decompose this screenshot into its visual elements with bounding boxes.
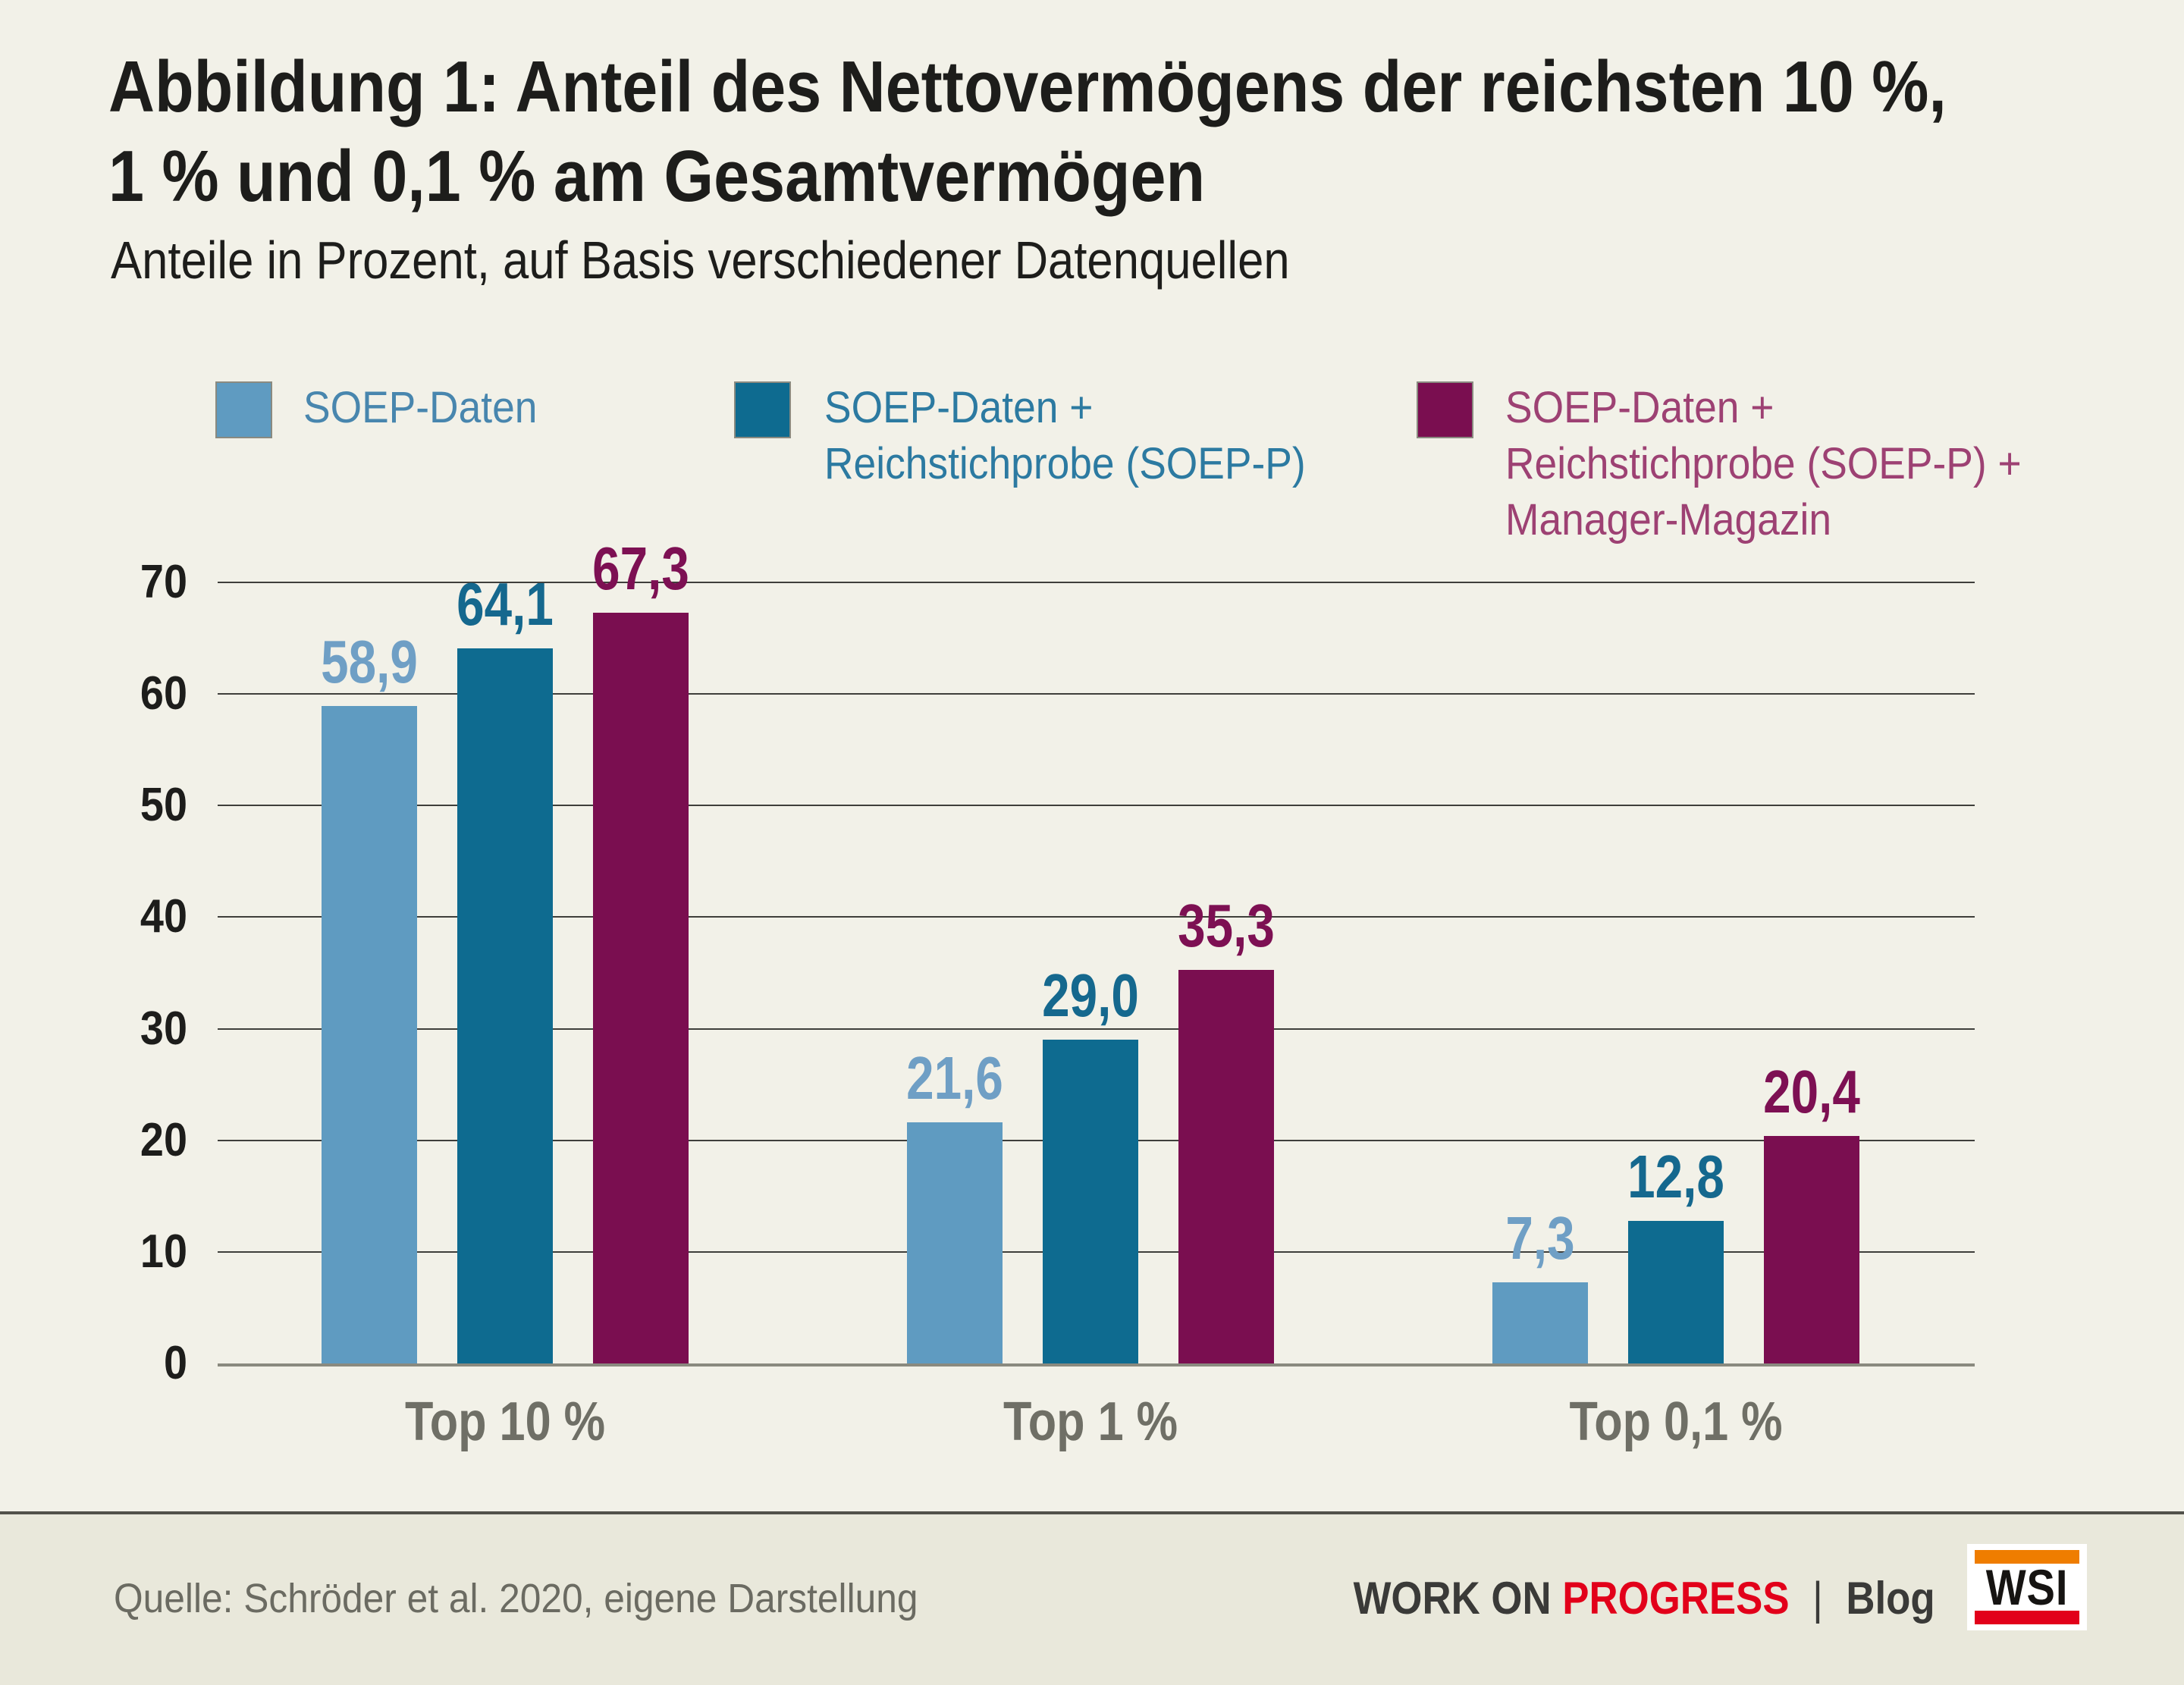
wsi-logo-text: WSI [1985, 1559, 2069, 1615]
bar-value-top-10-series-3: 67,3 [592, 534, 689, 602]
legend-label-line: Reichstichprobe (SOEP-P) [824, 439, 1306, 488]
bar-top-10-series-3 [593, 612, 689, 1363]
legend-swatch-soep-daten-2 [1417, 381, 1473, 438]
legend-label-2: SOEP-Daten + Reichstichprobe (SOEP-P) + Ma… [1505, 380, 2022, 548]
gridline-70 [218, 582, 1975, 583]
legend-swatch-soep-daten-1 [734, 381, 791, 438]
gridline-50 [218, 805, 1975, 807]
legend-label-line: SOEP-Daten [303, 383, 538, 432]
source-note: Quelle: Schröder et al. 2020, eigene Dar… [114, 1576, 918, 1621]
y-tick-label-30: 30 [140, 1002, 187, 1055]
footer-band [0, 1514, 2184, 1685]
footer-divider [0, 1511, 2184, 1514]
bar-value-top-0-1-series-3: 20,4 [1763, 1057, 1860, 1125]
y-tick-label-10: 10 [140, 1225, 187, 1278]
bar-top-1-series-1 [907, 1122, 1003, 1363]
gridline-30 [218, 1028, 1975, 1030]
page-title: Abbildung 1: Anteil des Nettovermögens d… [108, 42, 1947, 221]
legend-label-line: SOEP-Daten + [1505, 383, 1774, 432]
bar-value-top-10-series-1: 58,9 [321, 628, 418, 696]
gridline-60 [218, 693, 1975, 695]
category-label-top-10: Top 10 % [404, 1392, 606, 1452]
y-tick-label-20: 20 [140, 1113, 187, 1166]
legend-label-line: SOEP-Daten + [824, 383, 1094, 432]
wsi-logo-red-bar [1975, 1611, 2079, 1624]
y-tick-label-50: 50 [140, 779, 187, 832]
page-title-line1: Abbildung 1: Anteil des Nettovermögens d… [108, 46, 1947, 127]
legend-swatch-soep-daten-0 [215, 381, 272, 438]
y-tick-label-40: 40 [140, 890, 187, 943]
bar-top-1-series-2 [1043, 1040, 1138, 1363]
brand-line: WORK ON PROGRESS | Blog [1354, 1568, 1935, 1629]
bar-value-top-0-1-series-2: 12,8 [1627, 1142, 1724, 1210]
y-tick-label-0: 0 [163, 1337, 187, 1389]
bar-top-0-1-series-1 [1492, 1282, 1588, 1363]
legend-label-line: Reichstichprobe (SOEP-P) + [1505, 439, 2022, 488]
legend-label-0: SOEP-Daten [303, 380, 537, 436]
wsi-logo-orange-bar [1975, 1550, 2079, 1564]
y-tick-label-60: 60 [140, 667, 187, 720]
page-subtitle: Anteile in Prozent, auf Basis verschiede… [111, 231, 1290, 290]
page-title-line2: 1 % und 0,1 % am Gesamtvermögen [108, 136, 1206, 217]
legend-label-1: SOEP-Daten + Reichstichprobe (SOEP-P) [824, 380, 1306, 492]
bar-top-10-series-1 [322, 706, 417, 1363]
bar-value-top-1-series-3: 35,3 [1178, 891, 1275, 959]
bar-top-10-series-2 [457, 648, 553, 1363]
bar-top-0-1-series-2 [1628, 1220, 1724, 1363]
bar-top-0-1-series-3 [1764, 1135, 1859, 1363]
gridline-40 [218, 916, 1975, 918]
brand-work-on: WORK ON [1353, 1573, 1552, 1624]
category-label-top-0-1: Top 0,1 % [1569, 1392, 1783, 1452]
bar-value-top-0-1-series-1: 7,3 [1505, 1203, 1575, 1272]
bar-value-top-10-series-2: 64,1 [457, 570, 554, 638]
brand-progress: PROGRESS [1562, 1573, 1790, 1624]
brand-blog: Blog [1846, 1573, 1935, 1624]
x-axis-baseline [218, 1363, 1975, 1367]
brand-separator: | [1812, 1573, 1824, 1624]
legend-label-line: Manager-Magazin [1505, 495, 1832, 544]
wsi-logo: WSI [1967, 1544, 2087, 1630]
category-label-top-1: Top 1 % [1003, 1392, 1178, 1452]
y-tick-label-70: 70 [140, 556, 187, 608]
bar-value-top-1-series-1: 21,6 [906, 1044, 1003, 1112]
bar-value-top-1-series-2: 29,0 [1042, 962, 1139, 1030]
bar-top-1-series-3 [1178, 969, 1274, 1363]
